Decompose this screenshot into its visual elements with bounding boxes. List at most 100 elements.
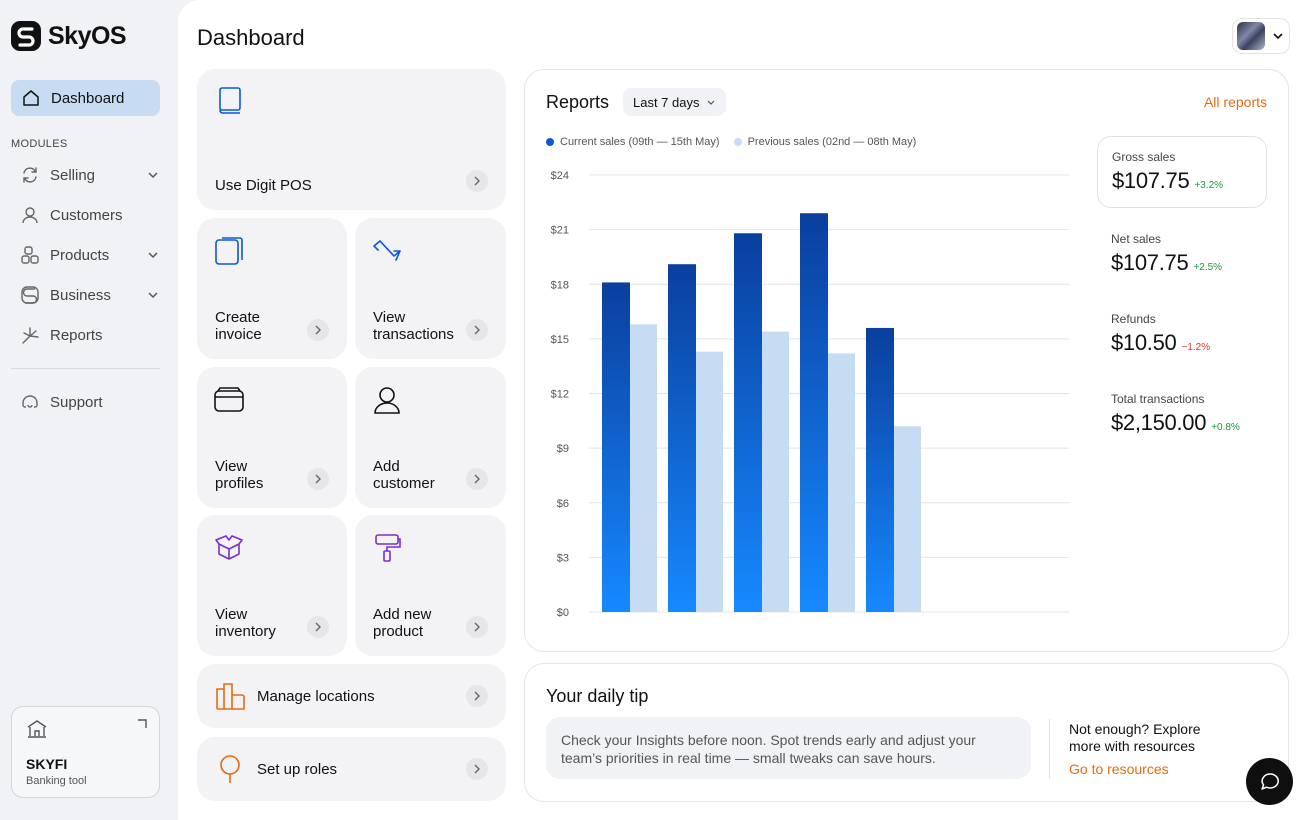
bar-previous-fr [893,426,921,612]
chevron-right-icon[interactable] [466,170,488,192]
sidebar-item-support[interactable]: Support [20,388,160,416]
chevron-down-icon[interactable] [146,248,160,262]
y-tick-label: $21 [551,225,569,237]
chevron-down-icon[interactable] [146,288,160,302]
bar-previous-mo [629,324,657,612]
tile-use-digit-pos[interactable]: Use Digit POS [197,69,506,210]
sidebar-item-selling[interactable]: Selling [20,161,160,189]
chevron-right-icon[interactable] [307,468,329,490]
book-icon [219,87,241,114]
metric-gross-sales[interactable]: Gross sales $107.75 +3.2% [1097,136,1267,208]
date-range-dropdown[interactable]: Last 7 days [623,88,726,116]
support-icon [22,395,38,408]
boxes-icon [21,246,39,264]
pin-icon [220,755,240,783]
tile-label: Create invoice [215,309,262,343]
tile-label: View inventory [215,606,276,640]
bar-previous-th [827,353,855,612]
sidebar: SkyOS Dashboard MODULES Selling Customer… [0,0,178,820]
chevron-right-icon[interactable] [307,319,329,341]
metric-delta: +3.2% [1194,180,1224,191]
tile-label: Use Digit POS [215,177,312,194]
app-name: SkyOS [48,21,127,50]
tile-create-invoice[interactable]: Create invoice [197,218,347,359]
skyos-logo-icon [11,21,41,51]
tile-view-profiles[interactable]: View profiles [197,367,347,508]
tile-manage-locations[interactable]: Manage locations [197,664,506,728]
chevron-down-icon [1273,33,1283,40]
sidebar-item-label: Customers [50,206,123,224]
chart-legend: Current sales (09th — 15th May) Previous… [546,136,916,148]
bar-current-wed [734,233,762,612]
app-logo[interactable]: SkyOS [10,20,127,52]
sidebar-item-products[interactable]: Products [20,241,160,269]
chevron-right-icon[interactable] [466,468,488,490]
legend-previous[interactable]: Previous sales (02nd — 08th May) [733,136,916,148]
refresh-icon [23,167,37,183]
chat-bubble-icon [1260,772,1279,790]
chevron-right-icon[interactable] [466,319,488,341]
tip-divider [1049,719,1050,779]
account-menu[interactable] [1232,18,1290,54]
y-tick-label: $24 [551,170,569,182]
chevron-right-icon[interactable] [466,685,488,707]
y-tick-label: $18 [551,279,569,291]
sidebar-item-business[interactable]: Business [20,281,160,309]
tip-text: Check your Insights before noon. Spot tr… [546,717,1031,779]
metric-value: $10.50 [1111,330,1177,355]
tile-add-new-product[interactable]: Add new product [355,515,506,656]
sidebar-item-reports[interactable]: Reports [20,321,160,349]
business-icon [21,286,39,304]
legend-current[interactable]: Current sales (09th — 15th May) [546,136,720,148]
tile-label: Add new product [373,606,432,640]
tip-title: Your daily tip [546,686,649,706]
bank-icon [27,720,47,738]
metric-label: Total transactions [1111,392,1205,406]
bar-current-tu [668,264,696,612]
open-box-icon [215,535,243,560]
metric-refunds[interactable]: Refunds $10.50 −1.2% [1097,312,1267,356]
tile-label: View profiles [215,458,264,492]
chevron-right-icon[interactable] [307,616,329,638]
metric-delta: +2.5% [1193,262,1223,273]
chevron-right-icon[interactable] [466,758,488,780]
sidebar-item-label: Business [50,286,111,304]
modules-section-label: MODULES [11,138,68,150]
y-tick-label: $6 [557,498,569,510]
wallet-icon [214,387,244,412]
go-to-resources-link[interactable]: Go to resources [1069,761,1169,777]
metric-net-sales[interactable]: Net sales $107.75 +2.5% [1097,232,1267,276]
user-icon [374,387,400,414]
resources-prompt: Not enough? Explore more with resources [1069,721,1201,754]
metric-label: Net sales [1111,232,1162,246]
tile-view-inventory[interactable]: View inventory [197,515,347,656]
chevron-down-icon[interactable] [146,168,160,182]
external-link-icon [138,719,147,728]
tile-label: Manage locations [257,687,375,705]
sales-bar-chart: $0$3$6$9$12$15$18$21$24MoTuWedThFrSaSu [551,170,1069,619]
sidebar-item-dashboard[interactable]: Dashboard [11,80,160,116]
sidebar-item-customers[interactable]: Customers [20,201,160,229]
all-reports-link[interactable]: All reports [1203,94,1267,110]
metric-total-transactions[interactable]: Total transactions $2,150.00 +0.8% [1097,392,1267,436]
skyfi-subtitle: Banking tool [26,775,87,787]
tile-add-customer[interactable]: Add customer [355,367,506,508]
tile-set-up-roles[interactable]: Set up roles [197,737,506,801]
home-icon [23,90,39,106]
bar-current-th [800,213,828,613]
bar-current-fr [866,327,894,612]
avatar[interactable] [1237,22,1265,50]
sidebar-item-label: Dashboard [51,89,125,107]
chevron-right-icon[interactable] [466,616,488,638]
tile-view-transactions[interactable]: View transactions [355,218,506,359]
metric-value: $107.75 [1112,168,1190,193]
skyfi-banking-card[interactable]: SKYFI Banking tool [11,706,160,798]
invoice-icon [215,237,243,265]
skyfi-name: SKYFI [26,756,68,772]
chat-button[interactable] [1246,758,1293,805]
chevron-down-icon [707,100,714,105]
sidebar-item-label: Support [50,393,103,411]
bar-current-mo [602,282,630,612]
metric-value: $107.75 [1111,250,1189,275]
reports-title: Reports [546,92,610,112]
